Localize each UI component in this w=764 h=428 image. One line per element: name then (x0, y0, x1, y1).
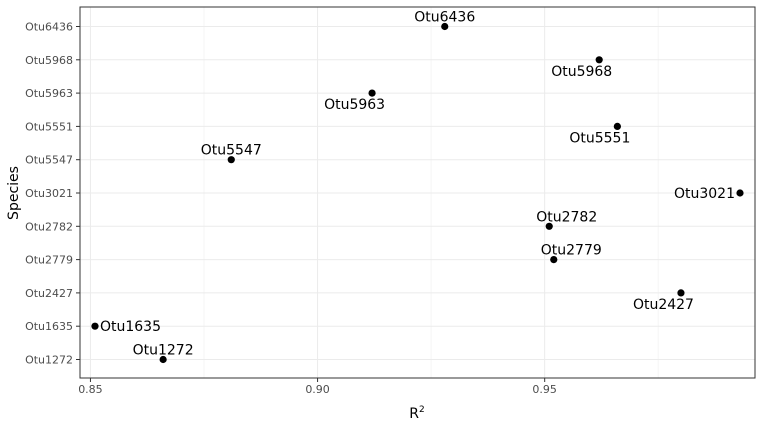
data-point (545, 222, 553, 230)
point-label: Otu2427 (633, 297, 694, 313)
data-point (368, 89, 376, 97)
data-point (91, 322, 99, 330)
data-point (736, 189, 744, 197)
x-axis-ticks: 0.85 0.90 0.95 (78, 378, 557, 396)
point-label: Otu1635 (100, 319, 161, 335)
data-point (677, 289, 685, 297)
data-point (613, 122, 621, 130)
x-axis-title-superscript: 2 (419, 405, 425, 415)
y-axis-title: Species (6, 166, 22, 220)
y-tick-label: Otu5968 (25, 54, 73, 67)
point-label: Otu5547 (201, 143, 262, 159)
y-tick-label: Otu1272 (25, 354, 73, 367)
x-tick-label: 0.90 (305, 383, 330, 396)
y-tick-label: Otu2427 (25, 287, 73, 300)
data-point (595, 56, 603, 64)
x-tick-label: 0.85 (78, 383, 103, 396)
data-point (550, 256, 558, 264)
data-point (159, 355, 167, 364)
y-tick-label: Otu6436 (25, 21, 73, 34)
point-label: Otu3021 (674, 186, 735, 202)
x-axis-title: R2 (409, 405, 424, 422)
data-point (441, 22, 449, 31)
point-label: Otu5963 (324, 97, 385, 113)
y-tick-label: Otu2782 (25, 220, 73, 233)
grid-major (80, 7, 755, 378)
y-tick-label: Otu3021 (25, 187, 73, 200)
point-labels: Otu6436 Otu5968 Otu5963 Otu5551 Otu5547 Otu30… (100, 10, 735, 359)
y-tick-label: Otu5547 (25, 154, 73, 167)
x-tick-label: 0.95 (532, 383, 557, 396)
x-axis-title-text: R (409, 406, 419, 422)
point-label: Otu5968 (551, 64, 612, 80)
y-tick-label: Otu5963 (25, 87, 73, 100)
point-label: Otu1272 (133, 343, 194, 359)
point-label: Otu5551 (569, 130, 630, 146)
y-tick-label: Otu1635 (25, 320, 73, 333)
point-label: Otu2782 (536, 209, 597, 225)
data-point (227, 156, 235, 164)
y-tick-label: Otu2779 (25, 254, 73, 267)
y-tick-label: Otu5551 (25, 120, 73, 133)
point-label: Otu6436 (414, 10, 475, 26)
point-label: Otu2779 (541, 243, 602, 259)
y-axis-ticks: Otu1272 Otu1635 Otu2427 Otu2779 Otu2782 Otu30… (25, 21, 80, 367)
data-points (91, 22, 744, 364)
